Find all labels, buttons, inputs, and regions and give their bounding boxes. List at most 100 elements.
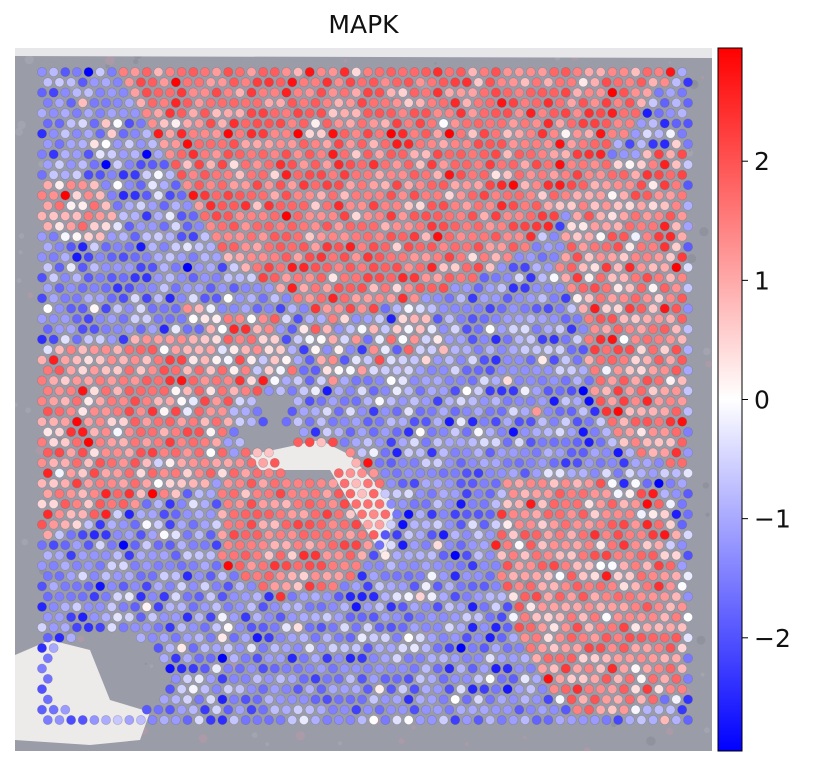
spot (450, 632, 461, 643)
spot (322, 241, 333, 252)
spot (560, 313, 571, 324)
spot (293, 601, 303, 612)
spot (578, 632, 589, 643)
spot (415, 303, 426, 314)
spot (269, 457, 280, 468)
spot (258, 540, 269, 551)
spot (397, 355, 408, 365)
spot (170, 632, 181, 643)
spot (363, 169, 373, 180)
spot (333, 694, 344, 705)
spot (147, 139, 158, 149)
spot (403, 159, 414, 170)
spot (118, 499, 129, 509)
spot (374, 643, 385, 653)
spot (479, 437, 490, 448)
spot (560, 190, 571, 201)
spot (520, 509, 530, 520)
spot (357, 241, 367, 252)
spot (479, 540, 490, 551)
spot (607, 396, 618, 407)
spot (479, 375, 490, 386)
spot (374, 581, 385, 592)
spot (170, 324, 181, 335)
spot (351, 334, 362, 345)
spot (264, 97, 274, 108)
spot (275, 715, 286, 725)
spot (537, 67, 548, 77)
spot (467, 560, 478, 571)
spot (252, 591, 263, 602)
spot (537, 663, 548, 674)
spot (485, 673, 496, 684)
spot (514, 313, 525, 324)
spot (461, 303, 472, 314)
spot (665, 190, 676, 201)
spot (572, 499, 583, 509)
spot (229, 77, 239, 88)
spot (165, 149, 175, 160)
spot (72, 560, 82, 571)
spot (240, 715, 251, 725)
spot (514, 211, 525, 221)
spot (415, 139, 426, 149)
spot (234, 87, 245, 98)
spot (357, 715, 367, 725)
spot (496, 241, 507, 252)
spot (66, 529, 76, 540)
spot (508, 365, 519, 376)
spot (328, 396, 338, 407)
spot (397, 334, 408, 345)
spot (683, 715, 693, 725)
spot (392, 180, 402, 191)
spot (304, 67, 315, 77)
spot (485, 509, 496, 520)
spot (409, 169, 420, 180)
spot (467, 581, 478, 592)
spot (42, 550, 53, 561)
spot (648, 385, 658, 396)
spot (543, 447, 554, 458)
spot (421, 499, 432, 509)
spot (339, 169, 350, 180)
spot (246, 211, 257, 221)
spot (444, 169, 455, 180)
spot (298, 591, 309, 602)
spot (392, 591, 402, 602)
spot (328, 67, 338, 77)
spot (89, 77, 100, 88)
spot (363, 128, 373, 139)
spot (48, 375, 59, 386)
spot (595, 231, 606, 242)
spot (234, 375, 245, 386)
spot (677, 334, 688, 345)
spot (677, 169, 688, 180)
spot (520, 427, 530, 437)
spot (124, 385, 135, 396)
spot (124, 77, 135, 88)
spot (537, 643, 548, 653)
spot (380, 571, 391, 581)
spot (624, 612, 635, 623)
spot (630, 128, 641, 139)
spot (671, 262, 682, 273)
spot (578, 200, 589, 211)
spot (182, 715, 193, 725)
spot (118, 313, 129, 324)
spot (607, 519, 618, 530)
spot (432, 540, 443, 551)
spot (269, 231, 280, 242)
spot (42, 77, 53, 88)
spot (531, 344, 542, 355)
spot (683, 673, 693, 684)
spot (613, 365, 624, 376)
spot (165, 581, 175, 592)
spot (415, 283, 426, 293)
spot (467, 375, 478, 386)
spot (89, 200, 100, 211)
spot (648, 427, 658, 437)
spot (479, 190, 490, 201)
spot (654, 190, 664, 201)
spot (374, 601, 385, 612)
spot (683, 468, 693, 479)
